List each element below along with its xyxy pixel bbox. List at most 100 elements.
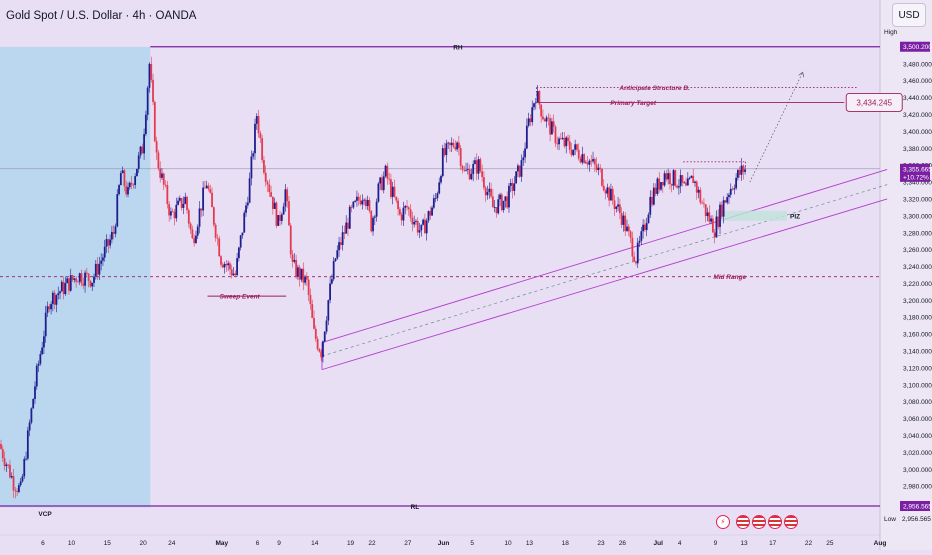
candle-body — [567, 137, 569, 142]
candle-body — [677, 186, 680, 188]
candle-body — [3, 458, 6, 467]
candle-body — [579, 158, 582, 163]
candle-body — [699, 189, 702, 203]
candle-body — [48, 306, 51, 310]
candle-body — [273, 202, 276, 209]
candle-body — [584, 162, 587, 164]
candle-body — [652, 187, 655, 205]
candle-body — [372, 217, 374, 232]
candle-body — [73, 278, 76, 280]
candle-body — [683, 182, 686, 184]
candle-body — [475, 160, 478, 174]
candle-body — [230, 269, 233, 276]
candle-body — [729, 188, 732, 195]
candle-body — [547, 117, 550, 119]
candle-body — [731, 188, 734, 190]
candle-body — [110, 231, 113, 240]
candle-body — [148, 63, 151, 88]
candle-body — [728, 194, 730, 198]
candle-body — [517, 165, 519, 172]
candle-body — [338, 242, 340, 251]
candle-body — [146, 87, 149, 115]
candle-body — [679, 175, 682, 187]
us-flag-icon[interactable] — [768, 515, 782, 529]
x-tick-label: 22 — [368, 540, 376, 547]
candle-body — [466, 169, 469, 170]
candle-body — [361, 200, 364, 205]
candle-body — [288, 201, 290, 226]
candle-body — [647, 214, 650, 224]
candle-body — [449, 142, 451, 146]
primary-target-label: Primary Target — [610, 100, 656, 107]
x-tick-label: 13 — [526, 540, 534, 547]
x-tick-label: May — [215, 540, 228, 547]
candle-body — [198, 208, 201, 227]
candle-body — [134, 176, 137, 186]
candle-body — [382, 176, 385, 191]
candle-body — [50, 304, 52, 310]
x-tick-label: 24 — [168, 540, 176, 547]
candle-body — [153, 101, 156, 142]
candle-body — [119, 173, 122, 186]
candle-body — [463, 169, 466, 171]
low-price-tag-bg — [900, 501, 930, 512]
x-tick-label: 26 — [619, 540, 627, 547]
candle-body — [685, 182, 687, 186]
candle-body — [456, 142, 458, 150]
us-flag-icon[interactable] — [752, 515, 766, 529]
candle-body — [245, 205, 247, 213]
candle-body — [229, 263, 231, 270]
candle-body — [468, 169, 471, 180]
us-flag-icon[interactable] — [736, 515, 750, 529]
x-tick-label: 14 — [311, 540, 319, 547]
candle-body — [500, 194, 503, 211]
candle-body — [359, 200, 362, 205]
currency-button[interactable]: USD — [892, 3, 926, 27]
candle-body — [184, 196, 187, 204]
candles — [0, 56, 746, 499]
candle-body — [159, 168, 162, 178]
candle-body — [114, 226, 117, 234]
y-tick-label: 3,140.000 — [903, 349, 932, 356]
candle-body — [459, 148, 462, 166]
candle-body — [282, 206, 285, 215]
candle-body — [261, 138, 264, 161]
candle-body — [418, 230, 421, 233]
candle-body — [377, 183, 380, 202]
candle-body — [64, 283, 67, 295]
candle-body — [295, 259, 298, 277]
candle-body — [34, 386, 36, 399]
y-tick-label: 3,180.000 — [903, 315, 932, 322]
candle-body — [62, 281, 65, 295]
y-tick-label: 3,200.000 — [903, 298, 932, 305]
y-tick-label: 3,160.000 — [903, 332, 932, 339]
candle-body — [330, 279, 333, 284]
candle-body — [84, 272, 86, 286]
candle-body — [617, 204, 619, 207]
candle-body — [298, 267, 301, 280]
candle-body — [717, 216, 720, 227]
candle-body — [205, 185, 208, 189]
candle-body — [57, 293, 60, 296]
candle-body — [620, 213, 623, 225]
lightning-icon[interactable]: ⚡ — [716, 515, 730, 529]
event-icons[interactable]: ⚡ — [716, 515, 798, 529]
candle-body — [737, 170, 739, 178]
candle-body — [162, 173, 165, 185]
candle-body — [60, 281, 63, 292]
candle-body — [420, 224, 423, 231]
x-tick-label: 18 — [562, 540, 570, 547]
candle-body — [626, 226, 628, 232]
candle-body — [16, 491, 18, 492]
candle-body — [21, 476, 24, 482]
candle-body — [406, 205, 408, 208]
candle-body — [225, 263, 228, 266]
candle-body — [323, 331, 326, 342]
candle-body — [363, 199, 365, 201]
us-flag-icon[interactable] — [784, 515, 798, 529]
candle-body — [686, 178, 689, 186]
candle-body — [17, 485, 20, 492]
candle-body — [39, 354, 42, 364]
